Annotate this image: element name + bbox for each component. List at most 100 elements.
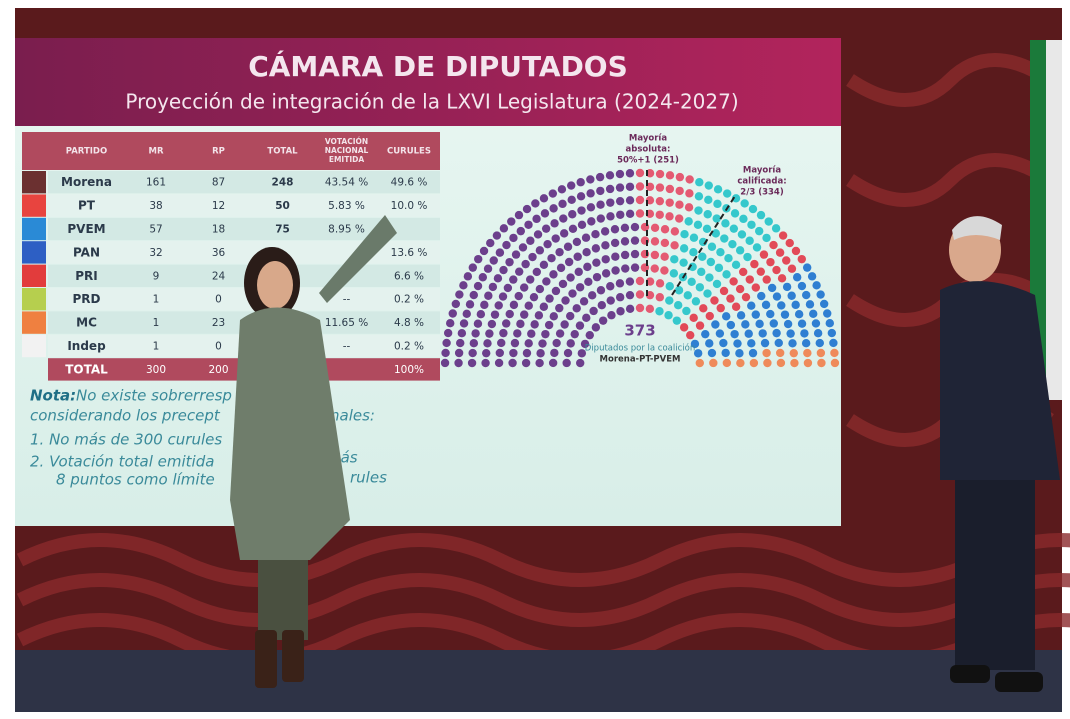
seat (499, 266, 507, 274)
table-cell: 12 (212, 200, 225, 212)
seat (705, 339, 713, 347)
seat (631, 263, 639, 271)
seat (446, 319, 454, 327)
seat (636, 277, 644, 285)
seat (513, 329, 521, 337)
seat (803, 263, 811, 271)
seat (814, 329, 822, 337)
seat (679, 258, 687, 266)
table-cell: 6.6 % (394, 270, 424, 282)
table: PARTIDOMRRPTOTALVOTACIÓNNACIONALEMITIDAC… (22, 132, 440, 381)
seat (665, 212, 673, 220)
seat (755, 320, 763, 328)
photo: CÁMARA DE DIPUTADOS Proyección de integr… (0, 0, 1070, 715)
seat (555, 248, 563, 256)
seat (788, 265, 796, 273)
seat (568, 210, 576, 218)
seat (741, 320, 749, 328)
seat (721, 349, 729, 357)
seat (762, 301, 770, 309)
seat (466, 300, 474, 308)
seat (685, 175, 693, 183)
seat (607, 296, 615, 304)
table-cell: 0.2 % (394, 341, 424, 353)
seat (499, 292, 507, 300)
qualified-label: 2/3 (334) (740, 188, 784, 198)
table-cell: 13.6 % (391, 247, 428, 259)
seat (763, 359, 771, 367)
seat (750, 260, 758, 268)
seat (723, 189, 731, 197)
seat (772, 224, 780, 232)
seat (534, 230, 542, 238)
seat (722, 312, 730, 320)
majority-label: 50%+1 (251) (617, 156, 679, 166)
seat (601, 241, 609, 249)
seat (592, 244, 600, 252)
seat (710, 296, 718, 304)
table-cell: 24 (212, 270, 226, 282)
seat (515, 211, 523, 219)
screen-title: CÁMARA DE DIPUTADOS (248, 49, 628, 83)
seat (757, 292, 765, 300)
seat (508, 359, 516, 367)
seat (511, 339, 519, 347)
seat (621, 237, 629, 245)
seat (576, 283, 584, 291)
seat (713, 280, 721, 288)
seat (790, 359, 798, 367)
seat (480, 301, 488, 309)
seat (531, 199, 539, 207)
seat (552, 287, 560, 295)
seat (542, 277, 550, 285)
seat (719, 339, 727, 347)
seat (792, 247, 800, 255)
seat (530, 293, 538, 301)
seat (528, 253, 536, 261)
seat (576, 178, 584, 186)
seat (656, 197, 664, 205)
seat (696, 283, 704, 291)
seat (459, 281, 467, 289)
seat (784, 320, 792, 328)
seat (525, 302, 533, 310)
seat (470, 291, 478, 299)
seat (820, 300, 828, 308)
seat (709, 359, 717, 367)
seat (666, 282, 674, 290)
seat (577, 192, 585, 200)
seat (808, 272, 816, 280)
seat (666, 198, 674, 206)
seat (670, 255, 678, 263)
note-line: 8 puntos como límite (56, 471, 215, 489)
table-header: RP (212, 147, 225, 157)
seat (755, 227, 763, 235)
seat (660, 253, 668, 261)
seat (802, 339, 810, 347)
seat (680, 230, 688, 238)
seat (468, 359, 476, 367)
seat (732, 261, 740, 269)
seat (696, 359, 704, 367)
seat (526, 275, 534, 283)
seat (817, 359, 825, 367)
seat (674, 301, 682, 309)
table-cell: 100% (394, 364, 424, 376)
seat (496, 248, 504, 256)
seat (769, 241, 777, 249)
seat (452, 300, 460, 308)
seat (636, 196, 644, 204)
seat (549, 359, 557, 367)
table-cell: 11.65 % (325, 317, 368, 329)
note-line: considerando los precept (30, 407, 221, 425)
seat (736, 246, 744, 254)
party-name: Indep (67, 339, 106, 353)
seat (626, 291, 634, 299)
seat (816, 339, 824, 347)
seat (484, 292, 492, 300)
party-name: PRI (75, 269, 98, 283)
seat (574, 253, 582, 261)
seat (803, 349, 811, 357)
seat (708, 349, 716, 357)
seat (530, 320, 538, 328)
